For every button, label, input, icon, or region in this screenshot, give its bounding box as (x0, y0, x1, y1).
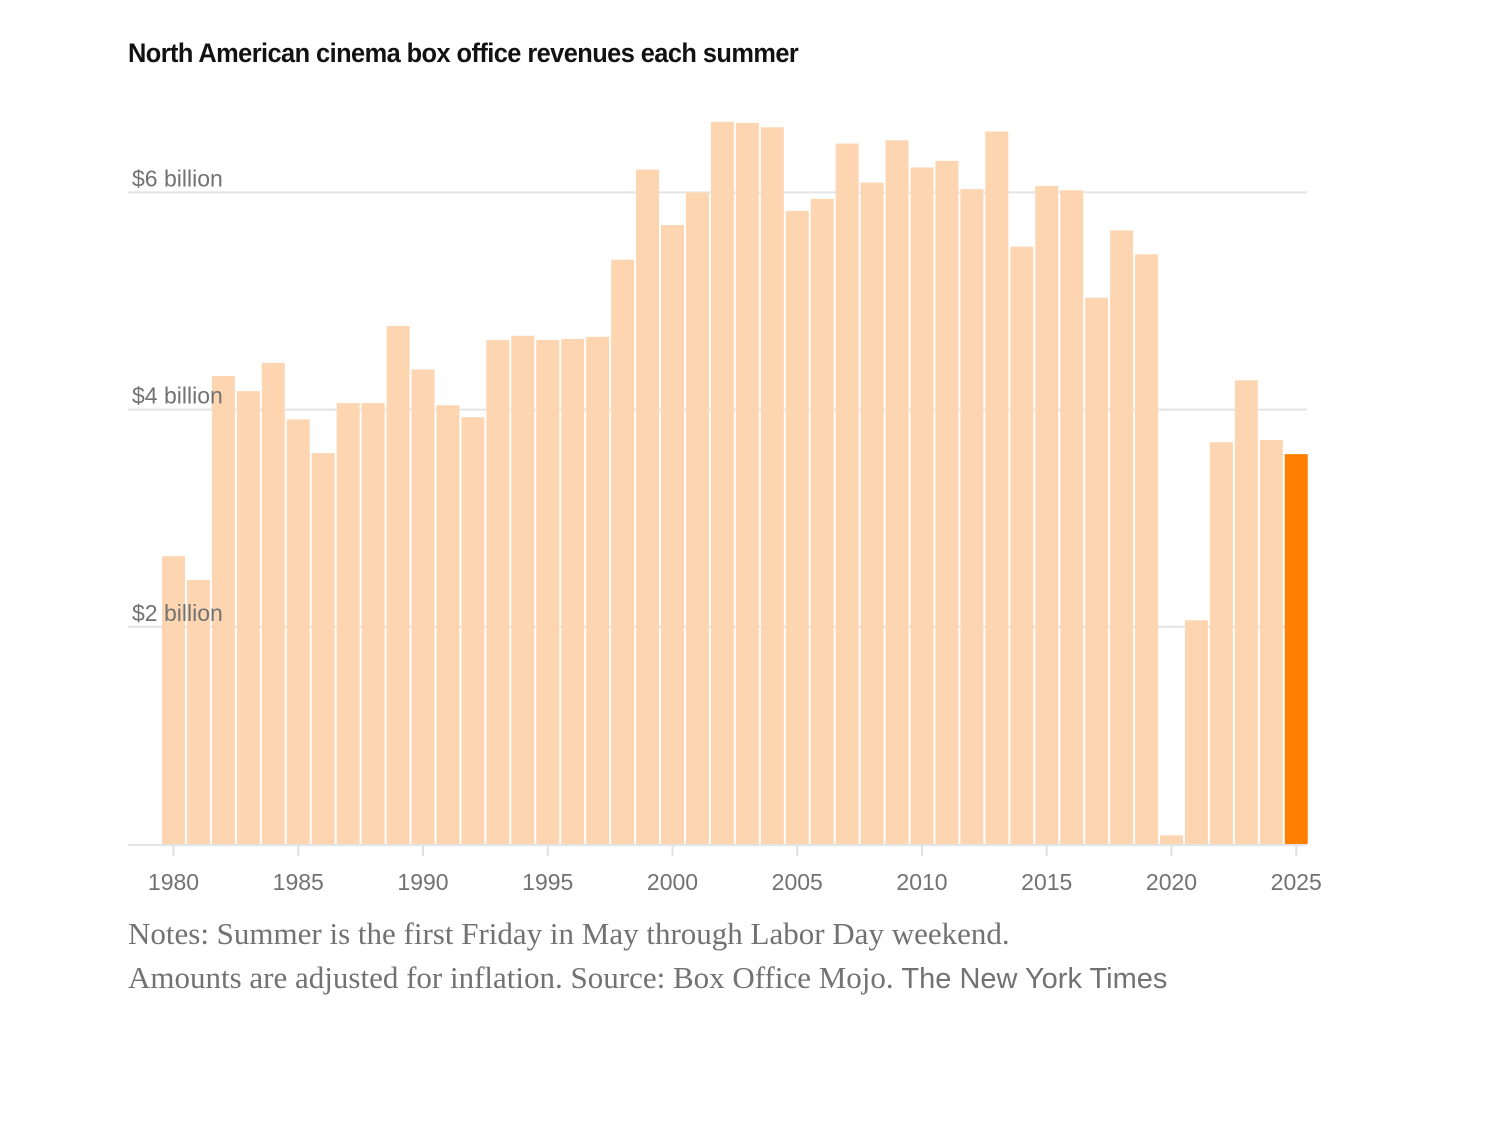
bar-1993 (486, 340, 510, 844)
chart-title: North American cinema box office revenue… (128, 38, 799, 68)
bar-2004 (760, 127, 784, 845)
credit-text: The New York Times (901, 963, 1168, 995)
bar-2012 (960, 189, 984, 845)
bar-2015 (1035, 185, 1059, 844)
x-tick-label: 2020 (1146, 869, 1197, 895)
bar-1987 (336, 403, 360, 844)
bar-2009 (885, 140, 909, 845)
bar-1981 (186, 580, 210, 844)
y-tick-label: $2 billion (132, 600, 223, 626)
bar-2001 (685, 192, 709, 844)
bar-2018 (1110, 230, 1134, 844)
bar-2007 (835, 143, 859, 844)
x-tick-label: 2025 (1271, 869, 1322, 895)
bars (162, 121, 1308, 845)
x-tick-label: 2010 (896, 869, 947, 895)
bar-2008 (860, 182, 884, 845)
bar-1984 (261, 362, 285, 844)
notes-text: Notes: Summer is the first Friday in May… (128, 916, 1010, 951)
y-tick-label: $4 billion (132, 383, 223, 409)
x-tick-label: 1990 (397, 869, 448, 895)
bar-2011 (935, 160, 959, 844)
bar-2023 (1234, 380, 1258, 844)
bar-2019 (1135, 254, 1159, 844)
bar-2022 (1209, 442, 1233, 844)
bar-1983 (236, 391, 260, 844)
bar-1988 (361, 403, 385, 844)
bar-1992 (461, 417, 485, 844)
bar-1989 (386, 325, 410, 844)
bar-2010 (910, 167, 934, 844)
x-tick-label: 1980 (148, 869, 199, 895)
x-tick-label: 1985 (273, 869, 324, 895)
x-tick-label: 2015 (1021, 869, 1072, 895)
x-axis: 1980 1985 1990 1995 2000 2005 2010 2015 2020 2025 (128, 844, 1322, 895)
bar-1985 (286, 419, 310, 844)
y-tick-label: $6 billion (132, 165, 223, 191)
bar-1990 (411, 369, 435, 844)
bar-2000 (661, 224, 684, 845)
bar-2002 (710, 121, 734, 844)
bar-1999 (636, 169, 660, 844)
bar-1994 (511, 335, 535, 844)
bar-2017 (1085, 297, 1109, 844)
bar-1980 (162, 556, 185, 844)
chart-notes: Notes: Summer is the first Friday in May… (128, 912, 1288, 1001)
bar-2016 (1060, 190, 1084, 844)
bar-2006 (810, 198, 834, 844)
source-text: Amounts are adjusted for inflation. Sour… (128, 960, 894, 995)
bar-2014 (1010, 246, 1034, 844)
bar-2013 (985, 131, 1009, 845)
bar-1986 (311, 453, 335, 844)
bar-2005 (785, 210, 809, 844)
bar-2024 (1259, 440, 1283, 844)
bar-1995 (536, 340, 560, 844)
bar-1998 (611, 259, 635, 844)
bar-2021 (1184, 620, 1208, 844)
bar-1982 (211, 375, 235, 844)
bar-2003 (735, 122, 759, 845)
x-tick-label: 2005 (772, 869, 823, 895)
x-tick-label: 2000 (647, 869, 698, 895)
bar-1991 (436, 405, 460, 844)
bar-chart: $2 billion$4 billion$6 billion 1980 1985 1… (128, 121, 1322, 895)
bar-2025 (1284, 454, 1308, 844)
x-tick-label: 1995 (522, 869, 573, 895)
bar-2020 (1160, 835, 1183, 844)
bar-1997 (586, 336, 610, 844)
bar-1996 (561, 339, 585, 844)
y-axis-labels: $2 billion $4 billion $6 billion (132, 165, 223, 625)
